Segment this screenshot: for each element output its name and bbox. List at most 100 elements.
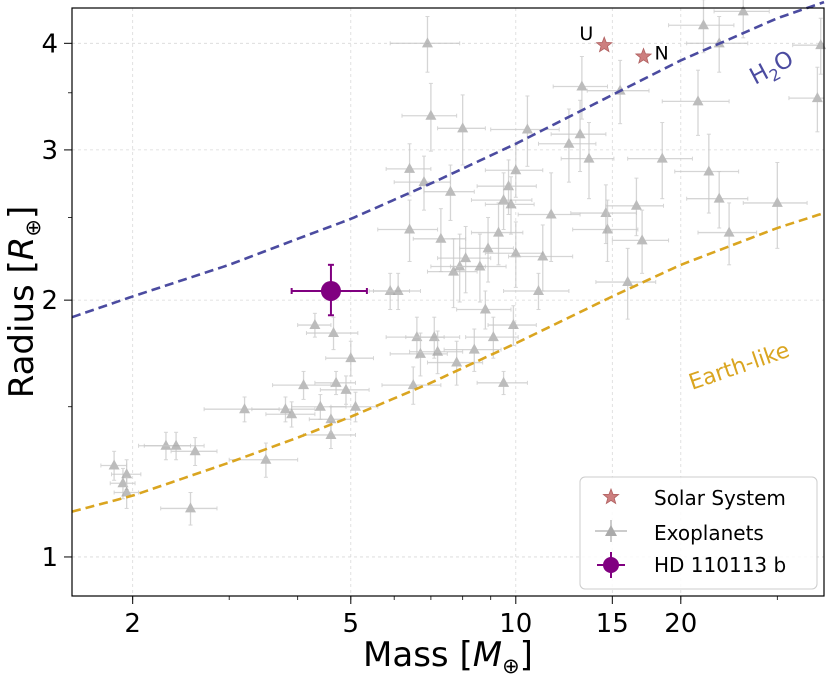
- exoplanet-point: [627, 122, 693, 200]
- exoplanet-marker: [392, 284, 404, 295]
- exoplanet-marker: [697, 19, 709, 30]
- y-axis-label: Radius [R⊕]: [2, 206, 45, 399]
- exoplanet-marker: [479, 303, 491, 314]
- exoplanet-marker: [487, 331, 499, 342]
- exoplanet-point: [100, 450, 128, 481]
- exoplanet-marker: [521, 123, 533, 134]
- exoplanet-point: [437, 94, 486, 166]
- exoplanet-point: [265, 401, 316, 428]
- exoplanet-marker: [532, 284, 544, 295]
- curve-h2o: [71, 0, 825, 319]
- exoplanet-marker: [737, 5, 749, 16]
- exoplanet-marker: [185, 502, 197, 513]
- exoplanet-marker: [435, 232, 447, 243]
- target-point-group: [290, 263, 368, 317]
- x-tick-label: 2: [124, 609, 141, 639]
- exoplanet-marker: [811, 92, 823, 103]
- exoplanet-point: [661, 69, 730, 136]
- solar-system-label: U: [579, 23, 593, 45]
- x-axis-label: Mass [M⊕]: [363, 635, 533, 678]
- y-tick-label: 1: [41, 543, 58, 573]
- exoplanet-point: [113, 476, 140, 509]
- exoplanet-point: [674, 133, 740, 214]
- legend-item-solar-system: Solar System: [602, 486, 786, 510]
- exoplanet-point: [437, 225, 492, 294]
- x-tick-label: 15: [596, 609, 629, 639]
- y-axis-label-symbol: R: [2, 237, 42, 261]
- exoplanet-marker: [350, 400, 362, 411]
- exoplanet-marker: [545, 208, 557, 219]
- exoplanet-marker: [239, 403, 251, 414]
- exoplanet-point: [742, 161, 808, 249]
- x-tick-label: 5: [343, 609, 360, 639]
- exoplanet-marker: [309, 319, 321, 330]
- exoplanet-marker: [723, 226, 735, 237]
- exoplanet-point: [160, 492, 218, 526]
- exoplanet-point: [490, 95, 560, 167]
- exoplanet-marker: [286, 408, 298, 419]
- exoplanet-marker: [630, 199, 642, 210]
- exoplanet-marker: [602, 223, 614, 234]
- exoplanet-marker: [298, 379, 310, 390]
- exoplanet-marker: [574, 128, 586, 139]
- exoplanet-point: [325, 340, 374, 377]
- exoplanet-point: [788, 66, 825, 133]
- exoplanet-point: [537, 108, 597, 183]
- exoplanet-point: [470, 202, 524, 266]
- exoplanet-point: [570, 184, 637, 245]
- exoplanet-point: [170, 437, 218, 466]
- y-axis-label-suffix: ]: [2, 206, 42, 219]
- exoplanet-marker: [510, 247, 522, 258]
- exoplanet-point: [389, 16, 461, 73]
- exoplanet-point: [459, 216, 514, 283]
- exoplanet-point: [517, 172, 581, 262]
- exoplanet-points: [100, 0, 827, 526]
- exoplanet-marker: [622, 276, 634, 287]
- exoplanet-marker: [425, 109, 437, 120]
- exoplanet-marker: [583, 152, 595, 163]
- exoplanet-point: [503, 272, 570, 311]
- exoplanet-point: [476, 370, 528, 396]
- exoplanet-marker: [404, 223, 416, 234]
- exoplanet-marker: [493, 226, 505, 237]
- exoplanet-point: [611, 209, 670, 274]
- legend-item-target: HD 110113 b: [597, 552, 786, 578]
- earth-curve-label: Earth-like: [686, 338, 793, 396]
- exoplanet-point: [401, 82, 458, 152]
- exoplanet-marker: [703, 165, 715, 176]
- exoplanet-point: [423, 164, 475, 221]
- solar-system-label: N: [655, 43, 669, 65]
- exoplanet-point: [484, 221, 544, 288]
- exoplanet-marker: [457, 122, 469, 133]
- exoplanet-marker: [411, 331, 423, 342]
- exoplanet-point: [572, 199, 639, 262]
- exoplanet-marker: [505, 198, 517, 209]
- exoplanet-point: [272, 370, 332, 400]
- exoplanet-marker: [328, 327, 340, 338]
- solar-system-points: UN: [579, 23, 668, 64]
- exoplanet-point: [372, 272, 421, 311]
- exoplanet-point: [792, 17, 827, 75]
- exoplanet-marker: [325, 413, 337, 424]
- exoplanet-marker: [325, 428, 337, 439]
- exoplanet-point: [508, 224, 574, 292]
- exoplanet-marker: [330, 376, 342, 387]
- exoplanet-marker: [414, 347, 426, 358]
- exoplanet-marker: [121, 486, 133, 497]
- legend-item-exoplanets: Exoplanets: [595, 520, 764, 545]
- axis-ticks: 2 5 10 15 20 1 2 3 4: [41, 29, 778, 639]
- exoplanet-point: [377, 199, 439, 262]
- exoplanet-point: [697, 202, 758, 266]
- exoplanet-point: [443, 328, 502, 372]
- exoplanet-marker: [345, 352, 357, 363]
- exoplanet-marker: [468, 343, 480, 354]
- exoplanet-marker: [563, 137, 575, 148]
- exoplanet-point: [412, 208, 467, 273]
- exoplanet-marker: [498, 376, 510, 387]
- exoplanet-marker: [771, 196, 783, 207]
- exoplanet-point: [143, 431, 205, 461]
- exoplanet-marker: [576, 80, 588, 91]
- legend-triangle-icon: [605, 525, 617, 536]
- exoplanet-marker: [460, 252, 472, 263]
